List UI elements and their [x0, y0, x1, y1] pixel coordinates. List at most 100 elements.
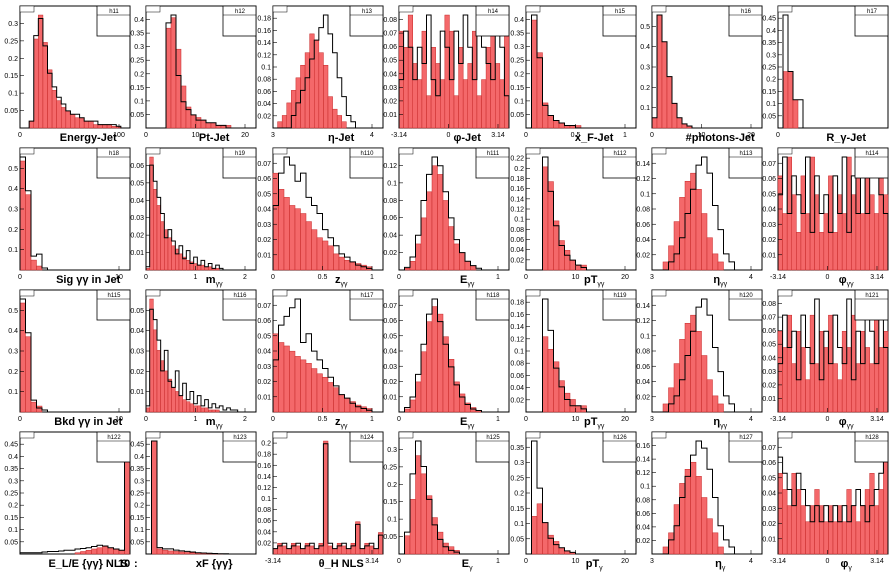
red-bar [404, 408, 411, 413]
red-bar [38, 14, 44, 129]
red-bar [819, 331, 825, 413]
x-tick-label: 20 [621, 274, 629, 281]
red-bar [151, 440, 158, 555]
corner-tag [272, 147, 288, 155]
red-bar [442, 336, 449, 413]
x-tick-label: 20 [621, 558, 629, 565]
y-tick-label: 0.05 [762, 191, 776, 198]
y-tick-label: 0.1 [766, 101, 776, 108]
red-bar [467, 63, 473, 129]
y-tick-label: 0.15 [4, 73, 18, 80]
red-bar [153, 189, 158, 271]
y-tick-label: 0.1 [8, 527, 18, 534]
y-tick-label: 0.06 [257, 518, 271, 525]
stats-box [222, 5, 257, 37]
y-tick-label: 0.06 [257, 176, 271, 183]
red-bar [56, 100, 62, 129]
red-bar [814, 194, 820, 271]
y-tick-label: 0.01 [257, 252, 271, 259]
red-bar [706, 237, 713, 271]
red-bar [200, 407, 205, 413]
y-tick-label: 0.02 [762, 382, 776, 389]
red-bar [153, 329, 158, 413]
y-tick-label: 0.1 [640, 105, 650, 112]
red-bar [542, 166, 549, 271]
panel-h120: 0.02 0.04 0.06 0.08 0.1 0.12 0.14 3 4 h120 ηγγ [636, 289, 763, 430]
red-bar [569, 259, 576, 271]
black-outline [19, 298, 130, 413]
black-outline [399, 156, 509, 271]
y-tick-label: 0.4 [640, 44, 650, 51]
red-bar [676, 117, 683, 129]
y-tick-label: 0.4 [8, 328, 18, 335]
red-bar [156, 205, 161, 271]
x-tick-label: 0 [650, 132, 654, 139]
y-tick-label: 0.3 [8, 349, 18, 356]
y-tick-label: 0.05 [130, 539, 144, 546]
y-tick-label: 0.06 [636, 222, 650, 229]
red-bar [113, 548, 120, 555]
x-tick-label: 0 [271, 274, 275, 281]
y-tick-label: 0.18 [257, 452, 271, 459]
black-outline [272, 298, 383, 413]
red-bar [167, 378, 172, 413]
red-bar [864, 347, 870, 413]
y-tick-label: 0.05 [383, 534, 397, 541]
y-tick-label: 0.08 [257, 77, 271, 84]
red-bar [208, 266, 213, 271]
y-tick-label: 0.1 [134, 98, 144, 105]
y-tick-label: 0.01 [762, 396, 776, 403]
corner-tag [777, 431, 793, 439]
y-tick-label: 0.05 [510, 112, 524, 119]
red-bar [171, 245, 176, 271]
red-bar [281, 545, 287, 555]
stats-box [728, 147, 763, 179]
y-tick-label: 0.15 [510, 85, 524, 92]
red-bar [679, 339, 686, 413]
red-bar [332, 108, 338, 129]
red-bar [333, 387, 340, 413]
red-bar [156, 548, 163, 555]
y-tick-label: 0.01 [130, 389, 144, 396]
x-axis-title: η-Jet [328, 132, 355, 144]
y-tick-label: 0.25 [383, 464, 397, 471]
y-tick-label: 0.12 [636, 470, 650, 477]
y-tick-label: 0.25 [4, 491, 18, 498]
panel-h121: 0.01 0.02 0.03 0.04 0.05 0.06 0.07 0.08 -3.14 0 3.… [762, 289, 889, 430]
red-bar [318, 52, 324, 129]
x-tick-label: 0 [144, 274, 148, 281]
x-tick-label: 3.14 [870, 274, 884, 281]
stats-box [854, 147, 889, 179]
red-bar [309, 545, 315, 555]
red-bar [819, 232, 825, 271]
y-tick-label: 0.02 [383, 98, 397, 105]
y-tick-label: 0.2 [766, 77, 776, 84]
red-bar [846, 156, 852, 271]
y-tick-label: 0.3 [640, 65, 650, 72]
red-bar [304, 52, 310, 129]
red-bar [883, 331, 889, 413]
y-tick-label: 0.04 [762, 491, 776, 498]
red-bar [167, 550, 174, 555]
x-axis-title: φ-Jet [453, 132, 481, 144]
red-bar [294, 208, 301, 271]
black-outline [652, 298, 762, 413]
y-tick-label: 0.05 [4, 108, 18, 115]
red-bar [809, 156, 815, 271]
y-tick-label: 0.16 [257, 28, 271, 35]
red-bar [558, 547, 565, 555]
y-tick-label: 0.3 [766, 52, 776, 59]
red-bar [444, 14, 450, 129]
stats-box [475, 431, 510, 463]
red-bar [175, 48, 182, 129]
x-tick-label: 100 [113, 132, 125, 139]
red-bar [311, 229, 318, 271]
y-tick-label: 0.03 [383, 364, 397, 371]
red-bar [791, 363, 797, 413]
corner-tag [777, 289, 793, 297]
panel-name: h121 [865, 293, 879, 299]
y-tick-label: 0.08 [383, 17, 397, 24]
x-tick-label: 0.5 [318, 274, 328, 281]
y-tick-label: 0.08 [762, 301, 776, 308]
red-bar [701, 497, 708, 555]
